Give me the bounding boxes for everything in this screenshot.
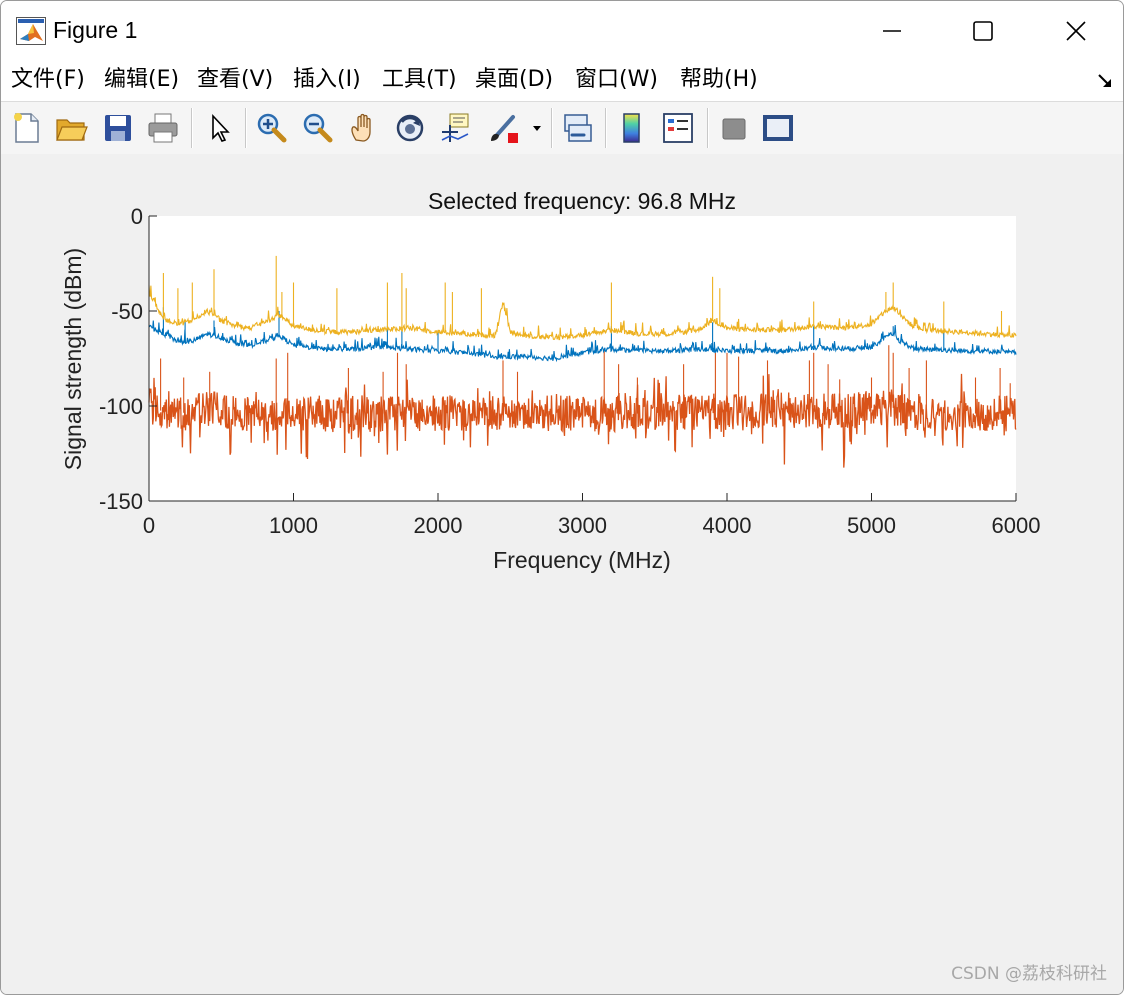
menu-bar: 文件(F) 编辑(E) 查看(V) 插入(I) 工具(T) 桌面(D) 窗口(W… bbox=[1, 61, 1123, 101]
open-file-icon[interactable] bbox=[53, 110, 89, 146]
show-plot-tools-icon[interactable] bbox=[760, 110, 796, 146]
y-tick-label: -50 bbox=[111, 299, 143, 324]
zoom-in-icon[interactable] bbox=[254, 110, 290, 146]
hide-plot-tools-icon[interactable] bbox=[716, 110, 752, 146]
menu-view[interactable]: 查看(V) bbox=[197, 67, 274, 92]
x-tick-label: 2000 bbox=[414, 513, 463, 538]
colorbar-icon[interactable] bbox=[614, 110, 650, 146]
signal-spectrum-chart[interactable]: Selected frequency: 96.8 MHz 0 1000 2000 30… bbox=[1, 154, 1123, 794]
x-tick-label: 0 bbox=[143, 513, 155, 538]
toolbar-separator bbox=[191, 108, 193, 148]
y-tick-label: 0 bbox=[131, 204, 143, 229]
minimize-button[interactable] bbox=[847, 1, 937, 61]
x-axis-label: Frequency (MHz) bbox=[493, 547, 671, 573]
series-line bbox=[149, 320, 1017, 363]
dock-arrow-icon[interactable] bbox=[1095, 71, 1115, 91]
y-tick-label: -100 bbox=[99, 394, 143, 419]
series-group bbox=[148, 255, 1017, 468]
matlab-logo-icon bbox=[16, 17, 46, 45]
link-plot-icon[interactable] bbox=[560, 110, 596, 146]
chart-title: Selected frequency: 96.8 MHz bbox=[428, 188, 736, 214]
watermark-text: CSDN @荔枝科研社 bbox=[951, 964, 1107, 984]
plot-area bbox=[149, 216, 1016, 501]
rotate-3d-icon[interactable] bbox=[392, 110, 428, 146]
menu-help[interactable]: 帮助(H) bbox=[680, 67, 758, 92]
menu-insert[interactable]: 插入(I) bbox=[293, 67, 361, 92]
figure-canvas: Selected frequency: 96.8 MHz 0 1000 2000 30… bbox=[1, 154, 1123, 994]
edit-plot-arrow-icon[interactable] bbox=[202, 110, 238, 146]
pan-hand-icon[interactable] bbox=[346, 110, 382, 146]
x-tick-label: 1000 bbox=[269, 513, 318, 538]
maximize-button[interactable] bbox=[938, 1, 1028, 61]
x-tick-label: 3000 bbox=[558, 513, 607, 538]
toolbar-separator bbox=[245, 108, 247, 148]
legend-icon[interactable] bbox=[660, 110, 696, 146]
toolbar-separator bbox=[551, 108, 553, 148]
menu-edit[interactable]: 编辑(E) bbox=[104, 67, 180, 92]
brush-icon[interactable] bbox=[486, 110, 522, 146]
x-tick-label: 4000 bbox=[703, 513, 752, 538]
brush-dropdown-chevron-icon[interactable] bbox=[530, 110, 544, 146]
toolbar-separator bbox=[707, 108, 709, 148]
title-bar[interactable]: Figure 1 bbox=[1, 1, 1123, 61]
save-icon[interactable] bbox=[100, 110, 136, 146]
figure-toolbar bbox=[1, 101, 1123, 155]
print-icon[interactable] bbox=[145, 110, 181, 146]
x-tick-label: 5000 bbox=[847, 513, 896, 538]
y-axis-label: Signal strength (dBm) bbox=[60, 248, 86, 470]
menu-desktop[interactable]: 桌面(D) bbox=[475, 67, 554, 92]
axes: 0 1000 2000 3000 4000 5000 6000 0 -50 -100 -150 bbox=[99, 204, 1041, 538]
y-tick-label: -150 bbox=[99, 489, 143, 514]
new-figure-icon[interactable] bbox=[9, 110, 45, 146]
close-button[interactable] bbox=[1031, 1, 1121, 61]
minimize-icon bbox=[883, 30, 901, 32]
x-tick-label: 6000 bbox=[992, 513, 1041, 538]
menu-file[interactable]: 文件(F) bbox=[11, 67, 85, 92]
menu-window[interactable]: 窗口(W) bbox=[575, 67, 658, 92]
series-line bbox=[148, 373, 1017, 468]
menu-tools[interactable]: 工具(T) bbox=[382, 67, 457, 92]
window-title: Figure 1 bbox=[53, 17, 138, 43]
zoom-out-icon[interactable] bbox=[300, 110, 336, 146]
data-cursor-icon[interactable] bbox=[438, 110, 474, 146]
toolbar-separator bbox=[605, 108, 607, 148]
maximize-icon bbox=[973, 21, 993, 41]
close-icon bbox=[1066, 21, 1086, 41]
